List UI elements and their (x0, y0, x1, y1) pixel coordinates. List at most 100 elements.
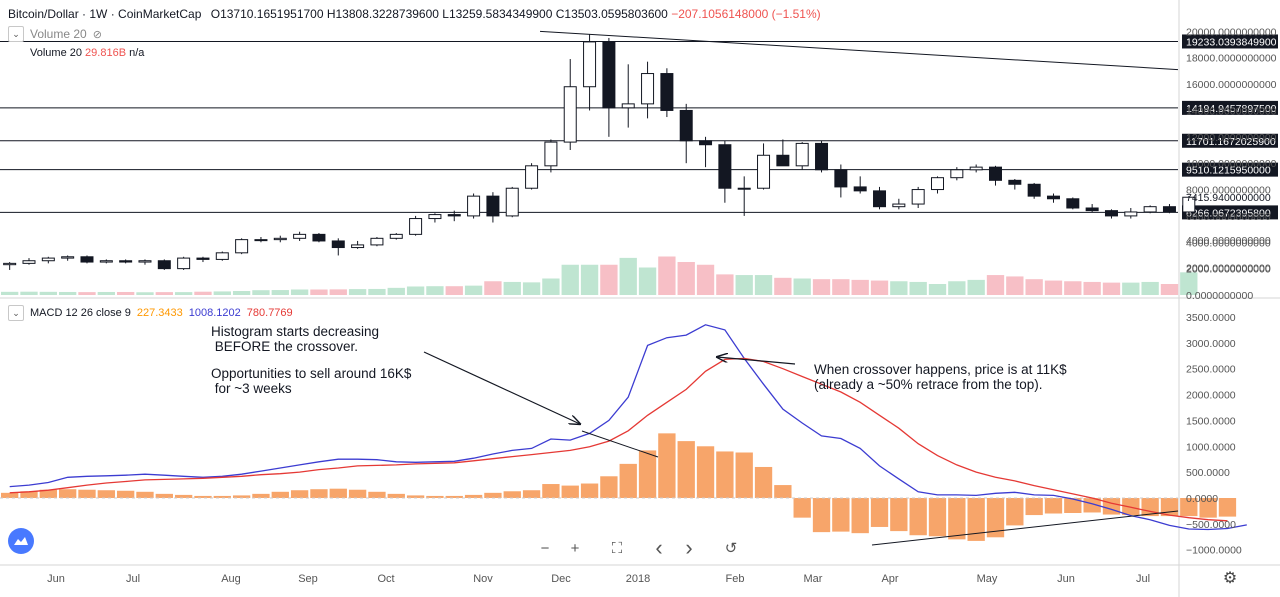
tradingview-logo-icon[interactable] (8, 528, 34, 554)
macd-collapse-icon[interactable]: ⌄ (8, 305, 24, 321)
candle-up (525, 165, 539, 189)
candle-down (1085, 207, 1099, 212)
macd-histogram-bar (1083, 498, 1101, 513)
volume-bar (387, 287, 405, 295)
candle-down (1046, 195, 1060, 200)
candle-up (969, 166, 983, 171)
macd-histogram-bar (1006, 498, 1024, 526)
time-axis-label: Jul (1136, 573, 1150, 585)
price-axis-label: 2000.0000000000 (1186, 264, 1271, 276)
candle-up (467, 195, 481, 217)
settings-gear-icon[interactable]: ⚙ (1222, 570, 1238, 587)
volume-na: n/a (129, 47, 145, 59)
volume-bar (116, 291, 135, 295)
zoom-in-button[interactable]: + (570, 539, 580, 557)
macd-histogram-bar (58, 489, 77, 498)
volume-bar (851, 279, 869, 295)
volume-bar (580, 264, 599, 295)
volume-bar (213, 291, 231, 295)
candle-up (273, 237, 287, 241)
macd-histogram-bar (1218, 498, 1237, 517)
candle-up (428, 214, 442, 220)
volume-bar (329, 289, 347, 295)
volume-bar (542, 278, 560, 295)
volume-bar (754, 275, 773, 295)
volume-bar (986, 275, 1005, 295)
time-axis-label: 2018 (626, 573, 650, 585)
volume-bar (1141, 281, 1159, 295)
volume-bar (194, 291, 212, 295)
macd-histogram-bar (716, 451, 734, 498)
candle-up (138, 260, 152, 263)
macd-histogram-bar (832, 498, 850, 532)
collapse-toggle-icon[interactable]: ⌄ (8, 26, 24, 42)
candle-down (776, 154, 790, 167)
volume-bar (232, 291, 251, 295)
candle-down (834, 169, 848, 188)
volume-toggle-label: Volume 20 (30, 27, 87, 41)
volume-bar (78, 292, 96, 295)
macd-histogram-bar (426, 495, 444, 498)
price-trendline (539, 30, 1179, 71)
macd-axis-label: 1500.0000 (1186, 415, 1236, 427)
macd-histogram-bar (97, 490, 115, 498)
candle-down (853, 186, 867, 192)
macd-axis-label: 2000.0000 (1186, 390, 1236, 402)
macd-hist-value: 227.3433 (136, 307, 183, 319)
candle-down (1027, 183, 1041, 197)
price-axis-label: 6000.0000000000 (1186, 211, 1271, 223)
macd-axis-label: 500.0000 (1186, 467, 1230, 479)
volume-bar (503, 281, 521, 295)
reset-chart-button[interactable]: ↺ (724, 540, 738, 557)
hide-eye-icon[interactable]: ⊘ (92, 28, 102, 41)
candle-down (1162, 206, 1176, 213)
macd-histogram-bar (851, 498, 869, 534)
macd-trendline (871, 510, 1179, 546)
price-level-tag (1182, 205, 1278, 220)
volume-bar (406, 286, 425, 295)
price-axis-label: 10000.0000000000 (1186, 158, 1277, 170)
price-axis-label: 20000.0000000000 (1186, 26, 1277, 38)
volume-bar (445, 286, 463, 295)
candle-down (718, 144, 732, 189)
time-axis-label: Jun (1057, 573, 1075, 585)
volume-axis-label: 4000.0000000000 (1186, 235, 1271, 247)
scroll-back-button[interactable]: ‹ (655, 535, 663, 560)
fullscreen-button[interactable]: ⛶ (611, 539, 623, 557)
chart-nav-bar: − + ⛶ ‹ › ↺ (532, 535, 744, 561)
candle-down (447, 214, 461, 217)
signal-line (9, 357, 1228, 522)
macd-axis-label: 3500.0000 (1186, 312, 1236, 324)
volume-bar (1122, 282, 1140, 295)
candle-up (235, 239, 249, 254)
candle-up (409, 218, 423, 235)
candle-down (679, 109, 693, 142)
volume-bar (638, 267, 657, 295)
price-axis-label: 18000.0000000000 (1186, 53, 1277, 65)
macd-histogram-bar (213, 495, 231, 498)
candle-down (988, 166, 1002, 181)
price-level-label: 14194.9457897500 (1186, 103, 1277, 115)
time-axis-label: Apr (881, 573, 898, 585)
macd-line (9, 324, 1247, 531)
volume-bar (426, 286, 444, 295)
scroll-forward-button[interactable]: › (685, 535, 693, 560)
volume-bar (155, 292, 173, 295)
time-axis-label: Sep (298, 573, 318, 585)
macd-histogram-bar (445, 495, 463, 498)
candle-up (950, 169, 964, 179)
macd-histogram-bar (1180, 498, 1198, 517)
candle-down (196, 257, 210, 260)
volume-bar (522, 282, 541, 295)
candle-down (1066, 198, 1080, 209)
zoom-out-button[interactable]: − (540, 539, 550, 557)
macd-histogram-bar (1044, 498, 1063, 514)
volume-bar (484, 281, 502, 295)
volume-bar (870, 280, 889, 295)
annotation-crossover: When crossover happens, price is at 11K$… (814, 362, 1067, 392)
macd-histogram-bar (194, 495, 212, 498)
macd-histogram-bar (136, 491, 154, 498)
candle-up (22, 260, 36, 264)
candle-up (931, 177, 945, 191)
